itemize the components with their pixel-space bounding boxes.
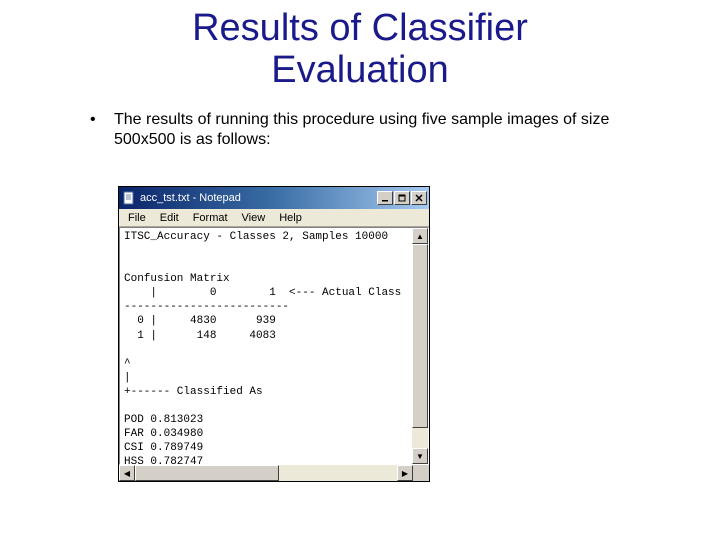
menu-file[interactable]: File (121, 211, 153, 225)
arrow-up-icon: ▲ (416, 232, 424, 241)
client-area: ITSC_Accuracy - Classes 2, Samples 10000… (119, 227, 429, 465)
bottom-scroll-row: ◀ ▶ (119, 465, 429, 481)
text-content[interactable]: ITSC_Accuracy - Classes 2, Samples 10000… (120, 228, 412, 464)
menu-format[interactable]: Format (186, 211, 235, 225)
bullet-area: The results of running this procedure us… (0, 92, 720, 150)
title-line-1: Results of Classifier (192, 7, 528, 49)
menubar: File Edit Format View Help (119, 209, 429, 227)
menu-edit[interactable]: Edit (153, 211, 186, 225)
arrow-left-icon: ◀ (124, 469, 130, 478)
scrollbar-vertical[interactable]: ▲ ▼ (412, 228, 428, 464)
scroll-left-button[interactable]: ◀ (119, 465, 135, 481)
titlebar[interactable]: acc_tst.txt - Notepad (119, 187, 429, 209)
scroll-up-button[interactable]: ▲ (412, 228, 428, 244)
notepad-icon (122, 191, 136, 205)
arrow-right-icon: ▶ (402, 469, 408, 478)
scroll-track-vertical[interactable] (412, 244, 428, 448)
scroll-right-button[interactable]: ▶ (397, 465, 413, 481)
close-button[interactable] (411, 191, 427, 205)
minimize-button[interactable] (377, 191, 393, 205)
arrow-down-icon: ▼ (416, 452, 424, 461)
scrollbar-horizontal[interactable]: ◀ ▶ (119, 465, 413, 481)
bullet-item: The results of running this procedure us… (90, 110, 660, 150)
titlebar-buttons (377, 191, 427, 205)
scroll-down-button[interactable]: ▼ (412, 448, 428, 464)
menu-help[interactable]: Help (272, 211, 309, 225)
bullet-text: The results of running this procedure us… (114, 111, 609, 148)
scroll-thumb-horizontal[interactable] (135, 465, 279, 481)
scrollbar-corner (413, 465, 429, 481)
scroll-thumb-vertical[interactable] (412, 244, 428, 428)
notepad-window: acc_tst.txt - Notepad File Edit Format V… (118, 186, 430, 482)
title-line-2: Evaluation (271, 49, 448, 91)
maximize-button[interactable] (394, 191, 410, 205)
scroll-track-horizontal[interactable] (135, 465, 397, 481)
titlebar-text: acc_tst.txt - Notepad (140, 192, 377, 204)
menu-view[interactable]: View (235, 211, 273, 225)
slide-title: Results of Classifier Evaluation (0, 0, 720, 92)
